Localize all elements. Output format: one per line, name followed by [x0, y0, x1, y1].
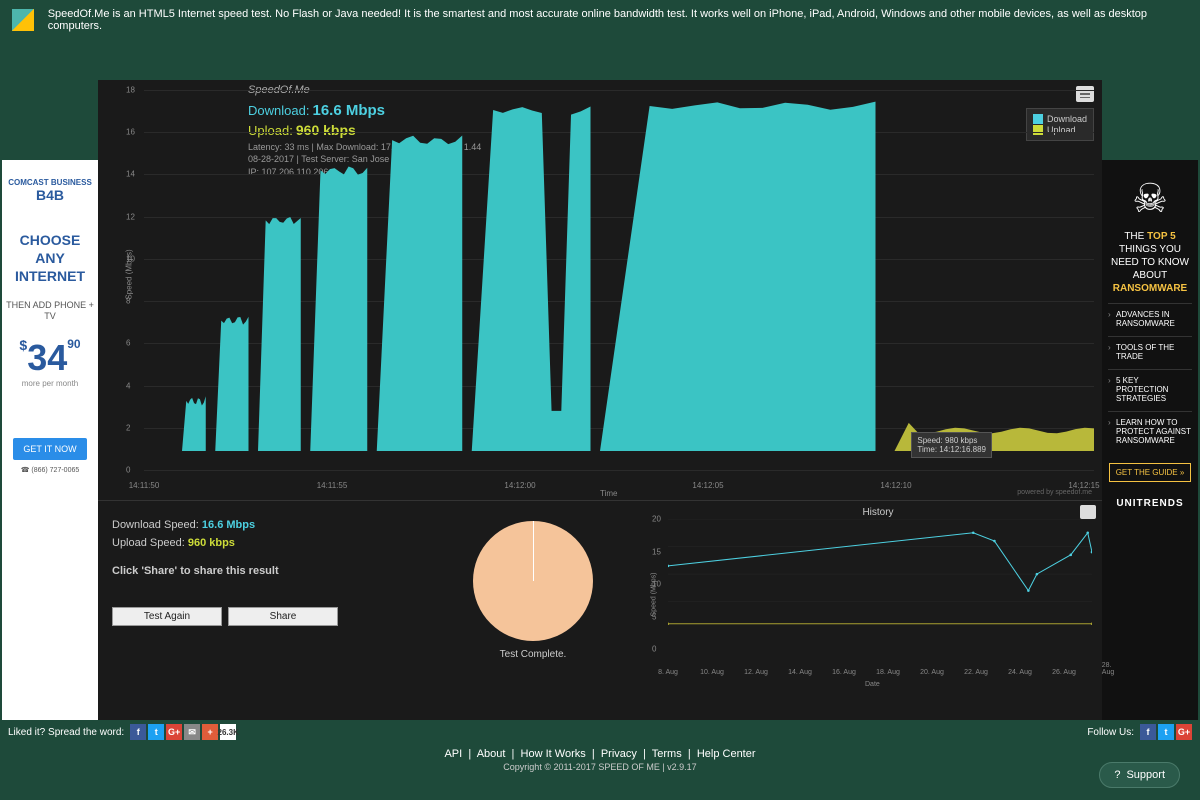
x-axis-label: Time: [600, 489, 617, 498]
chart-svg: [144, 90, 1094, 451]
share-count: 26.3K: [220, 724, 236, 740]
footer-link[interactable]: About: [477, 748, 506, 760]
spread-word-label: Liked it? Spread the word:: [8, 727, 124, 738]
footer-social-bar: Liked it? Spread the word: f t G+ ✉ + 26…: [0, 720, 1200, 744]
ad-right-brand: UNITRENDS: [1116, 498, 1183, 509]
ad-bullet: LEARN HOW TO PROTECT AGAINST RANSOMWARE: [1108, 411, 1192, 445]
ad-bullet: ADVANCES IN RANSOMWARE: [1108, 303, 1192, 328]
site-description: SpeedOf.Me is an HTML5 Internet speed te…: [48, 8, 1188, 32]
pie-label: Test Complete.: [500, 649, 567, 660]
chart-tooltip: Speed: 980 kbps Time: 14:12:16.889: [911, 432, 992, 458]
ad-right-headline: THE TOP 5 THINGS YOU NEED TO KNOW ABOUT …: [1108, 230, 1192, 295]
result-panel: Download Speed: 16.6 Mbps Upload Speed: …: [98, 501, 438, 680]
skull-icon: ☠: [1132, 176, 1168, 222]
main-chart: SpeedOf.Me Download: 16.6 Mbps Upload: 9…: [98, 80, 1102, 500]
twitter-follow-icon[interactable]: t: [1158, 724, 1174, 740]
ad-right-cta[interactable]: GET THE GUIDE »: [1109, 463, 1192, 482]
ad-phone: ☎ (866) 727-0065: [21, 466, 80, 474]
pie-panel: Test Complete.: [438, 501, 628, 680]
ad-bullet: TOOLS OF THE TRADE: [1108, 336, 1192, 361]
test-again-button[interactable]: Test Again: [112, 607, 222, 626]
facebook-follow-icon[interactable]: f: [1140, 724, 1156, 740]
ad-cta-button[interactable]: GET IT NOW: [13, 438, 86, 460]
main-area: COMCAST BUSINESS B4B CHOOSE ANY INTERNET…: [0, 40, 1200, 720]
result-upload: 960 kbps: [188, 537, 235, 549]
ad-subheadline: THEN ADD PHONE + TV: [6, 300, 94, 323]
support-button[interactable]: ? Support: [1099, 762, 1180, 788]
y-axis-label: Speed (Mbps): [125, 249, 134, 299]
googleplus-icon[interactable]: G+: [166, 724, 182, 740]
history-panel: History 051015208. Aug10. Aug12. Aug14. …: [628, 501, 1102, 680]
ad-left-sidebar[interactable]: COMCAST BUSINESS B4B CHOOSE ANY INTERNET…: [2, 160, 98, 720]
footer-link[interactable]: Privacy: [601, 748, 637, 760]
result-download: 16.6 Mbps: [202, 519, 255, 531]
ad-right-sidebar[interactable]: ☠ THE TOP 5 THINGS YOU NEED TO KNOW ABOU…: [1102, 160, 1198, 720]
footer-links: API | About | How It Works | Privacy | T…: [0, 744, 1200, 762]
ad-headline: CHOOSE ANY INTERNET: [6, 231, 94, 286]
share-button[interactable]: Share: [228, 607, 338, 626]
footer-link[interactable]: Help Center: [697, 748, 756, 760]
center-column: SpeedOf.Me Download: 16.6 Mbps Upload: 9…: [98, 80, 1102, 720]
ad-bullet: 5 KEY PROTECTION STRATEGIES: [1108, 369, 1192, 403]
copyright: Copyright © 2011-2017 SPEED OF ME | v2.9…: [0, 762, 1200, 778]
progress-pie: [473, 521, 593, 641]
addthis-icon[interactable]: +: [202, 724, 218, 740]
email-icon[interactable]: ✉: [184, 724, 200, 740]
bottom-panels: Download Speed: 16.6 Mbps Upload Speed: …: [98, 500, 1102, 680]
googleplus-follow-icon[interactable]: G+: [1176, 724, 1192, 740]
share-hint: Click 'Share' to share this result: [112, 565, 424, 577]
history-menu-icon[interactable]: [1080, 505, 1096, 519]
history-title: History: [664, 507, 1092, 518]
history-svg: [668, 519, 1092, 629]
top-bar: SpeedOf.Me is an HTML5 Internet speed te…: [0, 0, 1200, 40]
logo-icon: [12, 9, 34, 31]
follow-us-label: Follow Us:: [1087, 727, 1134, 738]
powered-by: powered by speedof.me: [1017, 489, 1092, 496]
footer-link[interactable]: How It Works: [521, 748, 586, 760]
footer-link[interactable]: Terms: [652, 748, 682, 760]
ad-price: $3490: [19, 337, 80, 379]
help-icon: ?: [1114, 769, 1120, 781]
facebook-icon[interactable]: f: [130, 724, 146, 740]
twitter-icon[interactable]: t: [148, 724, 164, 740]
footer-link[interactable]: API: [444, 748, 462, 760]
